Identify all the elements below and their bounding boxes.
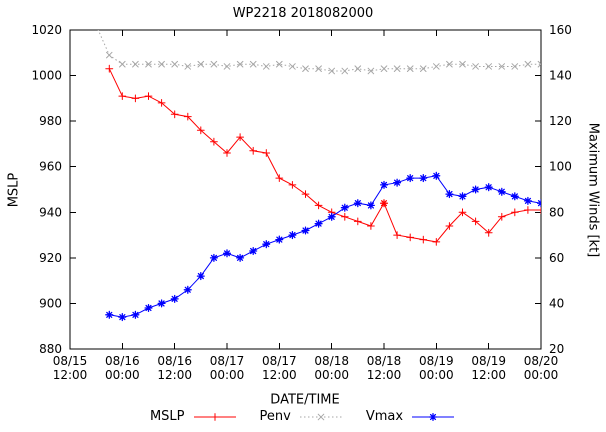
svg-text:00:00: 00:00: [419, 368, 454, 382]
svg-text:100: 100: [549, 160, 572, 174]
svg-text:08/16: 08/16: [157, 354, 192, 368]
legend-line-sample-vmax: [410, 411, 456, 423]
svg-text:120: 120: [549, 114, 572, 128]
svg-text:20: 20: [549, 342, 564, 356]
svg-text:08/18: 08/18: [314, 354, 349, 368]
svg-text:08/19: 08/19: [471, 354, 506, 368]
svg-text:12:00: 12:00: [471, 368, 506, 382]
legend-label-mslp: MSLP: [149, 409, 185, 424]
x-axis-label: DATE/TIME: [270, 392, 340, 408]
chart-legend: MSLP Penv Vmax: [0, 409, 606, 424]
svg-text:940: 940: [39, 205, 62, 219]
svg-text:160: 160: [549, 23, 572, 37]
svg-text:08/15: 08/15: [53, 354, 88, 368]
svg-text:880: 880: [39, 342, 62, 356]
svg-text:960: 960: [39, 160, 62, 174]
legend-label-penv: Penv: [259, 409, 291, 424]
svg-text:1020: 1020: [31, 23, 62, 37]
legend-line-sample-penv: [298, 411, 344, 423]
svg-text:00:00: 00:00: [314, 368, 349, 382]
svg-text:60: 60: [549, 251, 564, 265]
legend-entry-penv: Penv: [260, 409, 344, 424]
svg-text:00:00: 00:00: [210, 368, 245, 382]
svg-text:980: 980: [39, 114, 62, 128]
svg-text:80: 80: [549, 205, 564, 219]
svg-text:08/17: 08/17: [262, 354, 297, 368]
svg-text:12:00: 12:00: [53, 368, 88, 382]
svg-text:08/18: 08/18: [367, 354, 402, 368]
svg-text:08/17: 08/17: [210, 354, 245, 368]
svg-text:08/20: 08/20: [524, 354, 559, 368]
svg-text:08/19: 08/19: [419, 354, 454, 368]
svg-text:08/16: 08/16: [105, 354, 140, 368]
svg-text:40: 40: [549, 296, 564, 310]
legend-line-sample-mslp: [192, 411, 238, 423]
svg-text:12:00: 12:00: [262, 368, 297, 382]
legend-label-vmax: Vmax: [365, 409, 404, 424]
svg-text:140: 140: [549, 69, 572, 83]
svg-text:12:00: 12:00: [157, 368, 192, 382]
svg-text:1000: 1000: [31, 69, 62, 83]
svg-text:00:00: 00:00: [524, 368, 559, 382]
svg-text:00:00: 00:00: [105, 368, 140, 382]
svg-text:920: 920: [39, 251, 62, 265]
chart-title: WP2218 2018082000: [232, 6, 374, 21]
svg-text:900: 900: [39, 296, 62, 310]
svg-text:12:00: 12:00: [367, 368, 402, 382]
legend-entry-vmax: Vmax: [366, 409, 456, 424]
legend-entry-mslp: MSLP: [150, 409, 238, 424]
